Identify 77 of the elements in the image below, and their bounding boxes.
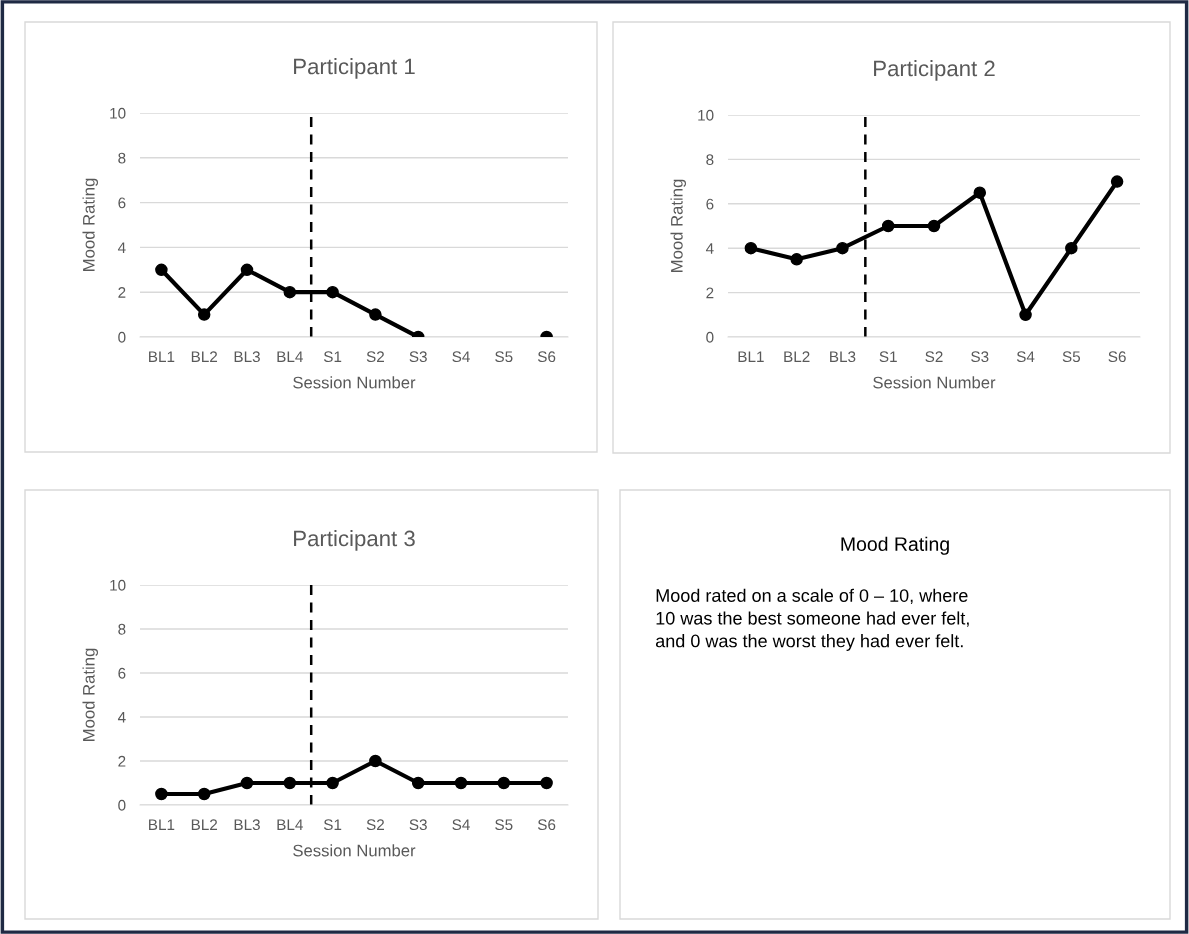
x-tick-label: S5 [495, 351, 513, 363]
y-axis-title: Mood Rating [82, 178, 99, 271]
x-tick-label: S1 [323, 351, 342, 363]
y-tick-label: 10 [110, 107, 126, 119]
point [1019, 308, 1032, 322]
x-tick-label: S2 [366, 819, 384, 831]
x-tick-label: BL2 [784, 351, 810, 362]
y-tick-label: 4 [117, 712, 126, 723]
x-tick-label: S3 [971, 351, 989, 363]
chart-title: Participant 2 [874, 60, 995, 81]
x-tick-label: BL3 [234, 819, 260, 831]
point [326, 776, 339, 790]
point [454, 776, 468, 790]
x-tick-label: BL3 [234, 351, 260, 363]
chart-title: Participant 3 [294, 530, 415, 551]
point [497, 776, 511, 790]
x-tick-label: BL2 [191, 351, 218, 362]
x-tick-label: S4 [1016, 351, 1035, 363]
x-tick-label: BL1 [149, 819, 175, 830]
y-tick-label: 0 [118, 331, 126, 343]
x-tick-label: BL3 [830, 351, 856, 363]
point [790, 253, 803, 266]
x-tick-label: S5 [495, 819, 513, 831]
point [1065, 241, 1078, 255]
point [744, 241, 758, 255]
x-tick-label: S4 [452, 351, 470, 363]
point [973, 186, 987, 199]
x-tick-label: BL1 [149, 351, 175, 362]
y-tick-label: 6 [118, 197, 126, 209]
y-axis-title: Mood Rating [670, 179, 687, 272]
y-tick-label: 2 [118, 287, 126, 298]
y-tick-label: 6 [118, 667, 126, 679]
point [240, 776, 254, 790]
y-tick-label: 8 [118, 152, 126, 164]
y-tick-label: 2 [706, 287, 714, 299]
y-tick-label: 0 [706, 331, 714, 343]
point [283, 776, 297, 790]
y-tick-label: 6 [706, 198, 714, 210]
x-tick-label: S6 [1108, 351, 1126, 363]
y-tick-label: 4 [705, 243, 714, 254]
x-tick-label: S4 [452, 819, 470, 831]
y-tick-label: 4 [117, 242, 126, 253]
x-tick-label: S1 [879, 351, 897, 363]
point [927, 219, 941, 233]
x-tick-label: BL1 [738, 351, 764, 362]
x-tick-label: S6 [537, 351, 556, 363]
point [369, 754, 382, 768]
y-tick-label: 8 [706, 154, 714, 166]
x-tick-label: S2 [366, 351, 384, 363]
point [540, 776, 553, 790]
y-tick-label: 0 [118, 799, 126, 811]
x-tick-label: S5 [1062, 351, 1081, 363]
x-tick-label: S6 [537, 819, 556, 831]
x-tick-label: BL2 [191, 819, 218, 830]
x-tick-label: BL4 [277, 819, 303, 830]
point [411, 776, 425, 790]
x-tick-label: S2 [925, 351, 943, 363]
x-axis-title: Session Number [873, 376, 996, 389]
x-tick-label: BL4 [277, 351, 303, 362]
x-tick-label: S1 [323, 819, 342, 831]
y-tick-label: 8 [118, 623, 126, 635]
point [881, 219, 895, 233]
point [197, 787, 211, 801]
chart-title: Participant 1 [294, 58, 415, 79]
x-axis-title: Session Number [293, 844, 416, 857]
x-tick-label: S3 [409, 819, 427, 831]
text: Mood rated on a scale of 0 – 10, where 10 was the best someone had ever felt, and 0 was the worst they had ever felt. [655, 588, 969, 651]
point [155, 787, 168, 801]
point [836, 241, 849, 255]
y-tick-label: 10 [110, 579, 126, 591]
y-tick-label: 2 [118, 755, 126, 767]
y-tick-label: 10 [698, 109, 714, 121]
y-axis-title: Mood Rating [82, 648, 99, 741]
x-axis-title: Session Number [293, 376, 416, 389]
point [1110, 175, 1124, 188]
x-tick-label: S3 [409, 351, 427, 363]
text: Mood Rating [841, 536, 949, 555]
